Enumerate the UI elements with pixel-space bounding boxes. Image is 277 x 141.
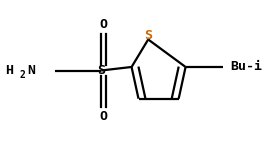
Text: O: O: [99, 18, 107, 31]
Text: S: S: [144, 29, 152, 42]
Text: S: S: [97, 64, 105, 77]
Text: H: H: [6, 64, 14, 77]
Text: 2: 2: [20, 70, 26, 80]
Text: O: O: [99, 110, 107, 123]
Text: Bu-i: Bu-i: [230, 60, 262, 73]
Text: N: N: [27, 64, 35, 77]
